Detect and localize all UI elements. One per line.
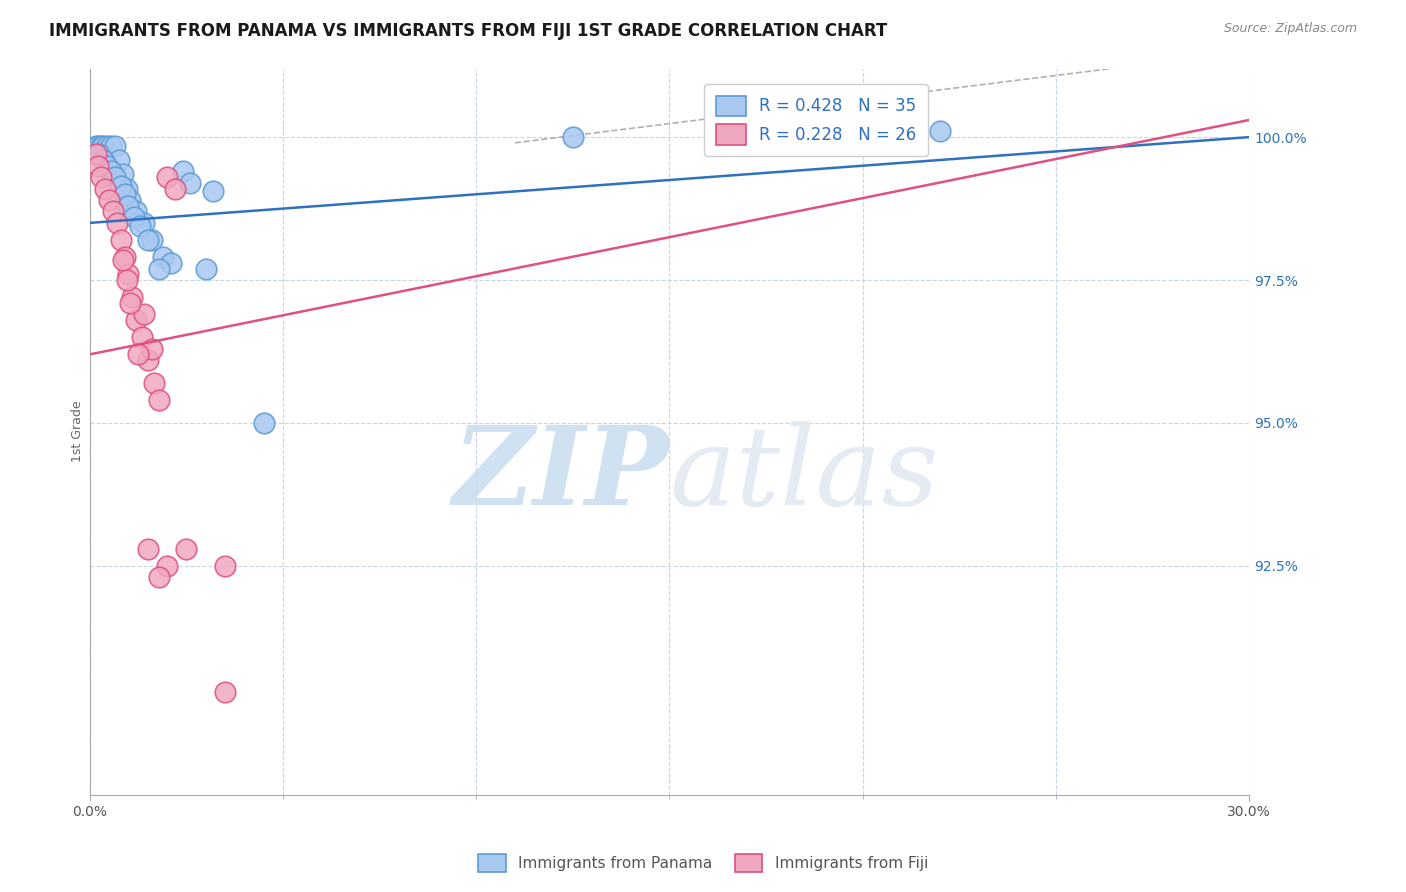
Point xyxy=(176,541,198,556)
Point xyxy=(86,138,108,153)
Point xyxy=(104,138,127,153)
Point xyxy=(122,210,145,224)
Point xyxy=(121,290,143,304)
Point xyxy=(172,164,194,178)
Point xyxy=(91,153,114,167)
Point xyxy=(101,204,124,219)
Point xyxy=(156,170,179,185)
Point xyxy=(152,250,174,264)
Point xyxy=(90,170,112,185)
Point xyxy=(132,307,155,321)
Point xyxy=(148,393,170,408)
Point xyxy=(160,256,183,270)
Point xyxy=(111,253,134,268)
Point xyxy=(96,138,118,153)
Point xyxy=(148,570,170,584)
Text: ZIP: ZIP xyxy=(453,421,669,529)
Point xyxy=(202,185,225,199)
Point xyxy=(96,159,118,173)
Point xyxy=(141,233,163,247)
Point xyxy=(104,170,127,185)
Point xyxy=(90,138,112,153)
Point xyxy=(100,138,122,153)
Point xyxy=(111,167,134,181)
Point xyxy=(142,376,165,390)
Point xyxy=(110,233,132,247)
Point xyxy=(132,216,155,230)
Point xyxy=(156,558,179,573)
Point xyxy=(125,313,148,327)
Point xyxy=(131,330,153,344)
Point xyxy=(86,159,108,173)
Point xyxy=(84,138,107,153)
Point xyxy=(107,153,129,167)
Point xyxy=(214,684,236,698)
Point xyxy=(214,558,236,573)
Point xyxy=(115,181,138,195)
Point xyxy=(253,416,276,430)
Point xyxy=(136,233,159,247)
Point xyxy=(84,147,107,161)
Point xyxy=(141,342,163,356)
Point xyxy=(163,181,186,195)
Point xyxy=(179,176,201,190)
Point xyxy=(117,199,139,213)
Point xyxy=(120,296,142,310)
Point xyxy=(929,124,952,138)
Legend: R = 0.428   N = 35, R = 0.228   N = 26: R = 0.428 N = 35, R = 0.228 N = 26 xyxy=(704,84,928,156)
Point xyxy=(91,138,114,153)
Point xyxy=(561,130,583,145)
Y-axis label: 1st Grade: 1st Grade xyxy=(72,401,84,462)
Point xyxy=(94,181,117,195)
Point xyxy=(105,216,128,230)
Point xyxy=(148,261,170,276)
Point xyxy=(114,187,136,202)
Point xyxy=(129,219,152,233)
Legend: Immigrants from Panama, Immigrants from Fiji: Immigrants from Panama, Immigrants from … xyxy=(471,846,935,880)
Point xyxy=(110,178,132,193)
Point xyxy=(117,268,139,282)
Point xyxy=(89,147,111,161)
Point xyxy=(115,273,138,287)
Point xyxy=(114,250,136,264)
Point xyxy=(120,193,142,207)
Text: Source: ZipAtlas.com: Source: ZipAtlas.com xyxy=(1223,22,1357,36)
Text: atlas: atlas xyxy=(669,421,939,529)
Text: IMMIGRANTS FROM PANAMA VS IMMIGRANTS FROM FIJI 1ST GRADE CORRELATION CHART: IMMIGRANTS FROM PANAMA VS IMMIGRANTS FRO… xyxy=(49,22,887,40)
Point xyxy=(194,261,217,276)
Point xyxy=(98,193,121,207)
Point xyxy=(100,164,122,178)
Point xyxy=(127,347,149,361)
Point xyxy=(136,541,159,556)
Point xyxy=(136,353,159,368)
Point xyxy=(125,204,148,219)
